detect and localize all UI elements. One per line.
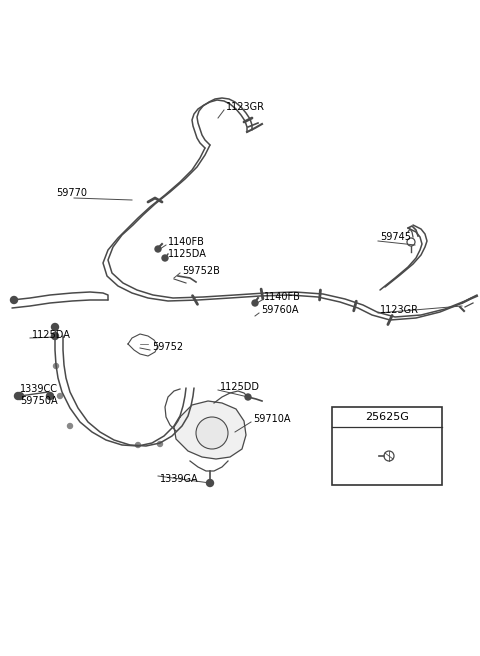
Text: 1125DD: 1125DD — [220, 382, 260, 392]
Text: 59710A: 59710A — [253, 414, 290, 424]
Circle shape — [14, 392, 22, 400]
Text: 1125DA: 1125DA — [168, 249, 207, 259]
Text: 59752: 59752 — [152, 342, 183, 352]
Circle shape — [51, 323, 59, 331]
Text: 25625G: 25625G — [365, 412, 409, 422]
Text: 1339GA: 1339GA — [160, 474, 199, 484]
Text: 1125DA: 1125DA — [32, 330, 71, 340]
Text: 1339CC: 1339CC — [20, 384, 58, 394]
Polygon shape — [174, 401, 246, 459]
Circle shape — [51, 333, 59, 340]
Circle shape — [155, 246, 161, 252]
Circle shape — [252, 300, 258, 306]
Circle shape — [245, 394, 251, 400]
Circle shape — [11, 297, 17, 304]
Text: 1123GR: 1123GR — [380, 305, 419, 315]
Text: 1140FB: 1140FB — [168, 237, 205, 247]
Circle shape — [68, 424, 72, 428]
Text: 59745: 59745 — [380, 232, 411, 242]
Circle shape — [206, 480, 214, 487]
Circle shape — [162, 255, 168, 261]
Circle shape — [135, 443, 141, 447]
Circle shape — [16, 392, 24, 400]
Bar — [332, 407, 442, 485]
Text: 1123GR: 1123GR — [226, 102, 265, 112]
Text: 59760A: 59760A — [261, 305, 299, 315]
Text: 1140FB: 1140FB — [264, 292, 301, 302]
Circle shape — [196, 417, 228, 449]
Circle shape — [58, 394, 62, 398]
Text: 59750A: 59750A — [20, 396, 58, 406]
Circle shape — [53, 363, 59, 369]
Circle shape — [157, 441, 163, 447]
Text: 59752B: 59752B — [182, 266, 220, 276]
Circle shape — [47, 392, 53, 400]
Text: 59770: 59770 — [56, 188, 87, 198]
